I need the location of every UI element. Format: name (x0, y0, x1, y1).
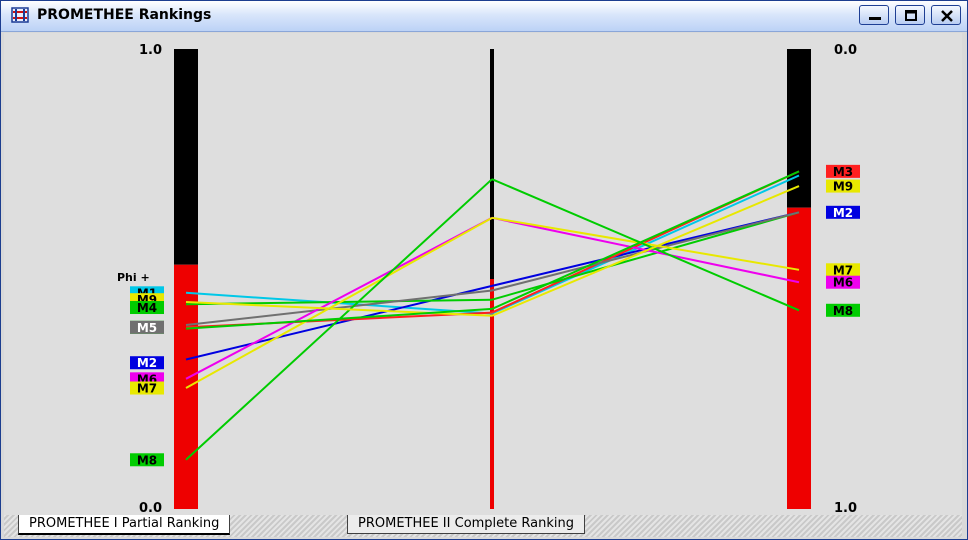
right-label-m8-5-bg (826, 303, 860, 317)
left-label-m4-2-bg (130, 301, 164, 315)
m9-line-right (491, 185, 800, 317)
left-label-m8-8: M8 (137, 453, 157, 467)
left-axis-black-segment (174, 49, 198, 265)
close-button[interactable] (931, 5, 961, 25)
left-label-m7-7: M7 (137, 382, 157, 396)
left-axis-red-segment (174, 264, 198, 509)
m7-line-left (185, 216, 493, 389)
right-axis-max-label: 1.0 (834, 501, 857, 515)
middle-axis-black-segment (490, 49, 494, 279)
right-label-m9-1-bg (826, 179, 860, 193)
right-label-m2-2: M2 (833, 206, 853, 220)
m9-line-left (185, 301, 493, 317)
maximize-icon (905, 10, 917, 21)
minimize-icon (869, 17, 881, 20)
right-label-m6-4: M6 (833, 276, 853, 290)
right-label-m8-5: M8 (833, 304, 853, 318)
window-title: PROMETHEE Rankings (37, 7, 212, 23)
left-label-m5-4: M5 (137, 321, 157, 335)
phi-plus-caption: Phi + (117, 271, 150, 284)
left-label-m2-5: M2 (137, 356, 157, 370)
middle-axis-red-segment (490, 279, 494, 509)
m5-line-left (185, 289, 493, 326)
right-label-m2-2-bg (826, 205, 860, 219)
m10-line-left (185, 307, 493, 330)
right-label-m3-0-bg (826, 164, 860, 178)
minimize-button[interactable] (859, 5, 889, 25)
right-axis-black-segment (787, 49, 811, 208)
m6-line-left (185, 216, 493, 380)
left-axis-min-label: 0.0 (139, 501, 162, 515)
left-label-m7-7-bg (130, 381, 164, 395)
left-label-m4-2: M4 (137, 301, 157, 315)
m2-line-left (185, 284, 493, 361)
left-label-m8-8-bg (130, 453, 164, 467)
left-label-m2-5-bg (130, 356, 164, 370)
left-axis-max-label: 1.0 (139, 43, 162, 58)
tab-promethee-2-complete[interactable]: PROMETHEE II Complete Ranking (347, 515, 585, 534)
ranking-tab-strip: PROMETHEE I Partial Ranking PROMETHEE II… (4, 515, 962, 537)
m8-line-right (491, 178, 800, 312)
right-label-m7-3: M7 (833, 263, 853, 277)
right-label-m7-3-bg (826, 263, 860, 277)
title-bar[interactable]: PROMETHEE Rankings (1, 1, 967, 32)
left-label-m5-4-bg (130, 320, 164, 334)
right-axis-red-segment (787, 207, 811, 509)
maximize-button[interactable] (895, 5, 925, 25)
ranking-app-icon (11, 7, 29, 23)
m10-line-right (491, 170, 800, 310)
close-icon (941, 10, 953, 22)
right-label-m9-1: M9 (833, 180, 853, 194)
right-label-m3-0: M3 (833, 165, 853, 179)
right-axis-min-label: 0.0 (834, 43, 857, 58)
right-label-m6-4-bg (826, 275, 860, 289)
tab-promethee-1-partial[interactable]: PROMETHEE I Partial Ranking (18, 515, 231, 535)
